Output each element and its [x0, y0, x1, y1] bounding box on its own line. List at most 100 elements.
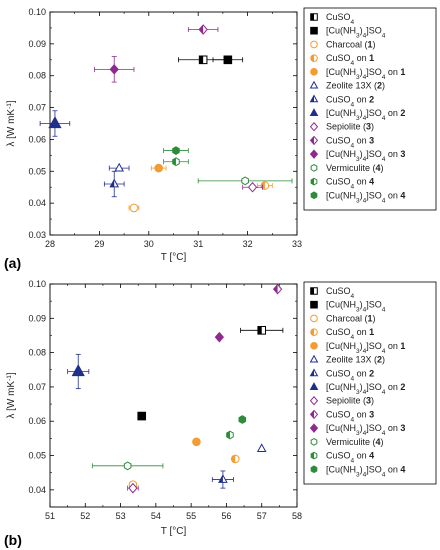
marker-square: [198, 55, 208, 65]
legend-label: [Cu(NH3)4]SO4 on 1: [326, 341, 405, 355]
legend-label: [Cu(NH3)4]SO4 on 1: [326, 67, 405, 81]
legend-entry: CuSO4 on 1: [310, 327, 374, 341]
x-tick-label: 55: [186, 511, 196, 521]
data-point: [242, 181, 263, 193]
y-tick-label: 0.04: [28, 485, 46, 495]
data-point: [187, 24, 219, 35]
x-tick-label: 51: [45, 511, 55, 521]
marker-diamond: [272, 283, 283, 295]
panel-b: 51 52 53 54 55 56 57 58 0.04 0.05 0.06 0.07 0.08 0.09…: [4, 279, 437, 548]
x-tick-label: 58: [292, 511, 302, 521]
legend-label: CuSO4 on 1: [326, 53, 374, 66]
legend-label: CuSO4 on 4: [326, 451, 374, 465]
y-tick-label: 0.08: [28, 71, 46, 81]
legend-entry: CuSO4 on 4: [310, 177, 374, 190]
marker-diamond: [214, 331, 225, 343]
data-point: [178, 55, 229, 65]
legend-marker-diamond: [309, 395, 319, 406]
x-tick-label: 28: [45, 239, 55, 249]
data-point: [226, 430, 234, 440]
marker-triangle: [109, 178, 120, 188]
legend-marker-triangle: [309, 108, 319, 116]
data-point: [127, 482, 139, 494]
legend-entry: Sepiolite (3): [309, 122, 374, 132]
legend-marker-hexagon: [310, 163, 318, 172]
x-axis-label: T [°C]: [161, 252, 187, 263]
legend-label: [Cu(NH3)4]SO4 on 4: [326, 190, 405, 204]
marker-hexagon: [172, 157, 180, 167]
legend-marker-triangle: [309, 80, 319, 89]
marker-hexagon: [238, 415, 247, 424]
marker-square: [137, 411, 147, 421]
legend-label: Sepiolite (3): [326, 122, 374, 132]
data-point: [240, 326, 284, 335]
data-point: [256, 443, 267, 453]
legend-label: Charcoal (1): [326, 313, 376, 323]
y-tick-label: 0.05: [28, 166, 46, 176]
legend-entry: Zeolite 13X (2): [309, 80, 385, 91]
y-tick-label: 0.09: [28, 313, 46, 323]
legend-marker-square: [310, 13, 318, 21]
data-point: [39, 110, 71, 137]
data-point: [103, 170, 125, 198]
data-point: [128, 203, 140, 213]
data-point: [163, 146, 189, 155]
legend-marker-circle: [310, 68, 318, 76]
legend-entry: [Cu(NH3)4]SO4 on 4: [310, 464, 405, 478]
y-tick-label: 0.07: [28, 103, 46, 113]
marker-circle: [230, 454, 240, 464]
legend-entry: CuSO4 on 2: [309, 368, 374, 382]
legend-marker-circle: [310, 314, 318, 323]
legend-marker-hexagon: [310, 177, 318, 186]
marker-circle: [129, 203, 139, 213]
legend-entry: CuSO4: [310, 12, 355, 26]
legend-entry: [Cu(NH3)4]SO4 on 3: [309, 149, 405, 163]
y-tick-label: 0.06: [28, 416, 46, 426]
data-point: [197, 176, 293, 186]
legend-marker-square: [310, 300, 318, 309]
legend-label: Zeolite 13X (2): [326, 355, 385, 365]
legend-marker-square: [310, 287, 318, 295]
legend-label: [Cu(NH3)4]SO4 on 3: [326, 149, 405, 163]
legend-marker-circle: [310, 328, 318, 336]
legend-entry: [Cu(NH3)4]SO4 on 1: [310, 341, 405, 355]
marker-hexagon: [172, 146, 180, 155]
marker-hexagon: [123, 461, 132, 471]
legend-marker-circle: [310, 342, 318, 350]
y-tick-label: 0.07: [28, 382, 46, 392]
legend-entry: Sepiolite (3): [309, 395, 374, 406]
data-point: [163, 157, 189, 167]
legend-entry: CuSO4 on 3: [309, 409, 374, 423]
legend-entry: Zeolite 13X (2): [309, 355, 385, 365]
legend-label: Vermiculite (4): [326, 163, 384, 173]
marker-circle: [154, 163, 163, 173]
x-tick-label: 57: [257, 511, 267, 521]
legend-label: [Cu(NH3)4]SO4: [326, 300, 386, 314]
legend-label: [Cu(NH3)4]SO4 on 3: [326, 423, 405, 437]
x-tick-label: 33: [292, 239, 302, 249]
legend-entry: CuSO4: [310, 286, 355, 300]
data-point: [150, 163, 167, 173]
legend-label: CuSO4: [326, 286, 355, 300]
legend-marker-circle: [310, 54, 318, 62]
legend-entry: CuSO4 on 2: [309, 94, 374, 108]
x-tick-label: 53: [116, 511, 126, 521]
legend-entry: Vermiculite (4): [310, 163, 384, 173]
data-point: [67, 353, 90, 390]
data-point: [214, 331, 225, 343]
legend-entry: CuSO4 on 4: [310, 451, 374, 465]
y-tick-label: 0.08: [28, 348, 46, 358]
data-point: [272, 283, 283, 295]
legend-label: CuSO4 on 2: [326, 94, 374, 108]
legend-entry: CuSO4 on 1: [310, 53, 374, 67]
legend-marker-diamond: [309, 423, 319, 433]
marker-diamond: [109, 64, 119, 75]
marker-diamond: [247, 181, 258, 193]
legend-label: [Cu(NH3)4]SO4 on 2: [326, 108, 405, 122]
y-tick-label: 0.04: [28, 198, 46, 208]
marker-diamond: [198, 24, 208, 35]
legend-entry: CuSO4 on 3: [309, 135, 374, 149]
marker-hexagon: [226, 430, 234, 440]
